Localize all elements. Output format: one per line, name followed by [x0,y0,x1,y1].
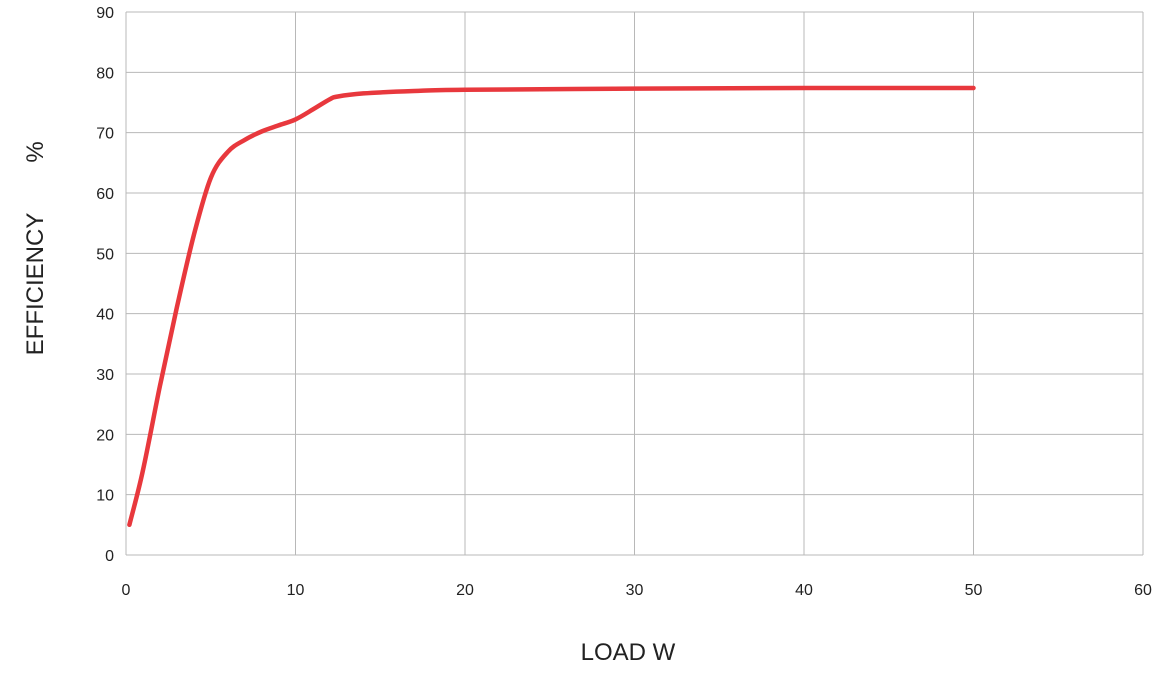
y-tick-label: 90 [96,5,114,22]
y-tick-label: 60 [96,186,114,203]
y-tick-label: 30 [96,367,114,384]
y-tick-label: 0 [105,548,114,565]
tick-labels: 0 10 20 30 40 50 60 0 10 20 30 40 50 60 70 80 90 [96,5,1152,599]
x-tick-label: 50 [965,582,983,599]
x-tick-label: 30 [626,582,644,599]
y-tick-label: 40 [96,307,114,324]
y-tick-label: 20 [96,427,114,444]
y-tick-label: 10 [96,488,114,505]
x-axis-title: LOAD W [581,639,676,666]
y-axis-title: EFFICIENCY [22,213,49,356]
x-tick-label: 60 [1134,582,1152,599]
x-tick-label: 0 [122,582,131,599]
y-tick-label: 80 [96,65,114,82]
y-axis-unit: % [22,141,49,162]
series-layer [127,85,976,528]
y-tick-label: 50 [96,246,114,263]
gridlines [125,11,1144,556]
y-tick-label: 70 [96,126,114,143]
x-tick-label: 20 [456,582,474,599]
efficiency-series-line-0 [127,85,976,528]
x-tick-label: 40 [795,582,813,599]
x-tick-label: 10 [287,582,305,599]
